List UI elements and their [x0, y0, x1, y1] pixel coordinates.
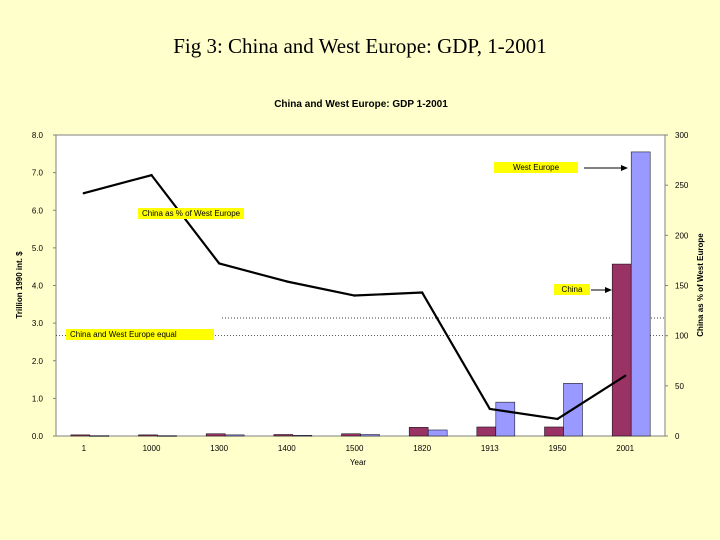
y2-tick-label: 300	[675, 131, 689, 140]
y2-tick-label: 150	[675, 282, 689, 291]
bar-west-europe-1400	[292, 434, 313, 437]
x-tick-label: 1300	[210, 444, 228, 453]
point-china-pct-1820	[420, 291, 424, 294]
y-axis-label: Trillion 1990 int. $	[15, 251, 24, 319]
bar-china-1950	[544, 426, 564, 437]
y-tick-label: 3.0	[32, 319, 44, 328]
y2-tick-label: 100	[675, 332, 689, 341]
bar-west-europe-2001	[630, 151, 651, 437]
y-tick-label: 7.0	[32, 169, 44, 178]
bar-china-1400	[273, 434, 294, 437]
point-china-pct-1500	[353, 294, 356, 297]
point-china-pct-1950	[556, 417, 559, 421]
y-tick-label: 4.0	[32, 282, 44, 291]
y-tick-label: 2.0	[32, 357, 44, 366]
bar-china-1820	[408, 427, 429, 437]
slide-title: Fig 3: China and West Europe: GDP, 1-200…	[173, 34, 547, 58]
bar-china-1300	[205, 433, 226, 437]
x-tick-label: 1400	[278, 444, 296, 453]
bar-china-1000	[138, 434, 158, 437]
bar-west-europe-1000	[157, 435, 177, 437]
bar-west-europe-1913	[495, 401, 516, 437]
bar-china-1500	[341, 433, 361, 437]
china-pct-annotation: China as % of West Europe	[138, 208, 245, 219]
x-tick-label: 2001	[616, 444, 634, 453]
y2-tick-label: 0	[675, 432, 680, 441]
x-tick-label: 1820	[413, 444, 431, 453]
y-tick-label: 8.0	[32, 131, 44, 140]
bar-china-2001	[611, 263, 632, 437]
y2-tick-label: 50	[675, 382, 684, 391]
y-tick-label: 6.0	[32, 206, 44, 215]
point-china-pct-1300	[217, 262, 221, 265]
bar-west-europe-1500	[360, 434, 380, 437]
west-europe-annotation: West Europe	[494, 162, 578, 173]
x-tick-label: 1000	[143, 444, 161, 453]
china-annotation: China	[554, 284, 590, 295]
x-tick-label: 1950	[549, 444, 567, 453]
x-tick-label: 1913	[481, 444, 499, 453]
chart-title: China and West Europe: GDP 1-2001	[274, 99, 448, 110]
x-tick-label: 1500	[346, 444, 364, 453]
west-europe-arrowhead	[621, 165, 628, 171]
y2-tick-label: 200	[675, 231, 689, 240]
point-china-pct-2001	[623, 374, 627, 377]
point-china-pct-1400	[285, 280, 289, 283]
y-tick-label: 0.0	[32, 432, 44, 441]
y-tick-label: 1.0	[32, 394, 44, 403]
bar-china-1913	[476, 426, 497, 437]
equal-annotation: China and West Europe equal	[66, 329, 214, 340]
y2-tick-label: 250	[675, 181, 689, 190]
bar-west-europe-1	[89, 435, 110, 437]
y2-axis-label: China as % of West Europe	[696, 233, 705, 337]
china-arrowhead	[605, 287, 612, 293]
bar-china-1	[70, 434, 91, 437]
y-tick-label: 5.0	[32, 244, 44, 253]
x-axis-label: Year	[350, 458, 367, 467]
x-tick-label: 1	[82, 444, 87, 453]
bar-west-europe-1820	[427, 429, 448, 437]
bar-west-europe-1300	[224, 434, 245, 437]
point-china-pct-1913	[488, 407, 492, 411]
point-china-pct-1	[82, 191, 86, 195]
point-china-pct-1000	[150, 173, 153, 177]
